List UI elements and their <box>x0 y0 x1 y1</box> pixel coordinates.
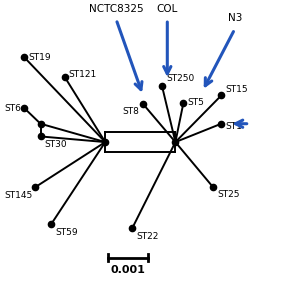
Text: ST5: ST5 <box>187 98 204 107</box>
Text: ST25: ST25 <box>217 190 240 199</box>
Text: ST6: ST6 <box>5 104 22 113</box>
Text: ST22: ST22 <box>136 232 159 241</box>
Text: ST250: ST250 <box>166 74 194 83</box>
Text: ST1: ST1 <box>225 122 242 131</box>
Text: ST8: ST8 <box>122 106 139 116</box>
Text: COL: COL <box>156 4 178 14</box>
Text: ST19: ST19 <box>28 53 51 62</box>
Text: NCTC8325: NCTC8325 <box>89 4 143 14</box>
Text: ST121: ST121 <box>69 70 97 79</box>
Text: ST59: ST59 <box>55 228 78 237</box>
Text: ST145: ST145 <box>4 191 32 200</box>
Text: 0.001: 0.001 <box>111 265 146 275</box>
Text: ST15: ST15 <box>225 85 248 94</box>
Text: N3: N3 <box>227 13 242 24</box>
Text: ST30: ST30 <box>45 140 67 149</box>
